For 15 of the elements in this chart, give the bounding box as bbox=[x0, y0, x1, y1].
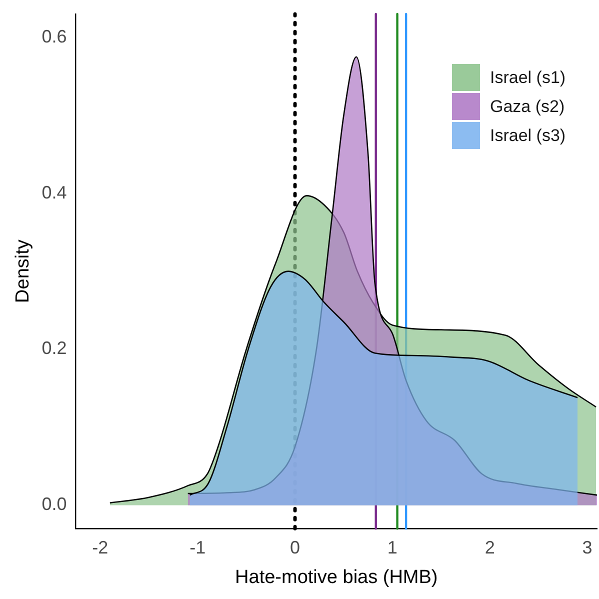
y-tick-label: 0.0 bbox=[42, 494, 67, 514]
y-tick-label: 0.4 bbox=[42, 182, 67, 202]
y-tick-label: 0.2 bbox=[42, 338, 67, 358]
legend-label: Israel (s1) bbox=[490, 68, 566, 88]
legend-label: Israel (s3) bbox=[490, 126, 566, 146]
x-tick-label: 0 bbox=[290, 537, 300, 558]
y-tick-label: 0.6 bbox=[42, 26, 67, 46]
x-tick-label: -2 bbox=[92, 537, 108, 558]
y-axis-title: Density bbox=[12, 239, 34, 303]
x-tick-label: 1 bbox=[387, 537, 398, 558]
x-tick-label: 2 bbox=[484, 537, 495, 558]
x-tick-label: -1 bbox=[190, 537, 206, 558]
x-tick-label: 3 bbox=[582, 537, 592, 558]
x-axis-title: Hate-motive bias (HMB) bbox=[235, 566, 438, 588]
legend-label: Gaza (s2) bbox=[490, 97, 565, 116]
